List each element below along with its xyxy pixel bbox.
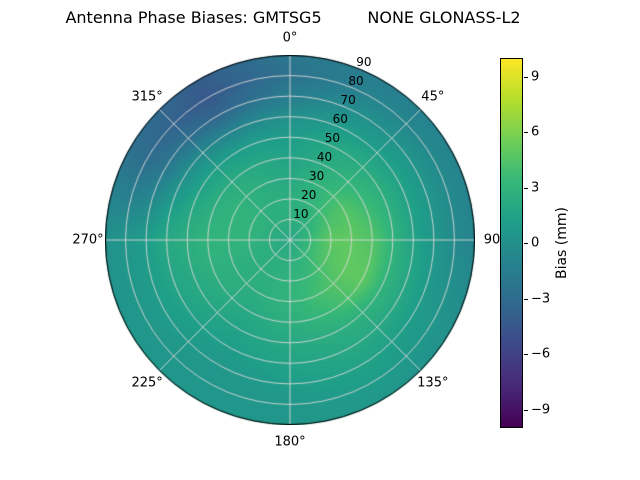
azimuth-tick-label: 45° <box>421 89 445 105</box>
radial-tick-label: 30 <box>309 168 325 183</box>
radial-tick-label: 80 <box>348 73 364 88</box>
figure-title: Antenna Phase Biases: GMTSG5 NONE GLONAS… <box>65 8 521 27</box>
colorbar <box>500 58 523 428</box>
colorbar-axis-label: Bias (mm) <box>554 206 570 280</box>
colorbar-tick-label: −3 <box>531 291 551 306</box>
azimuth-tick-label: 0° <box>282 30 298 46</box>
colorbar-tick-mark <box>524 132 528 133</box>
colorbar-tick-mark <box>524 187 528 189</box>
radial-tick-label: 10 <box>293 206 309 221</box>
radial-tick-label: 60 <box>332 111 348 126</box>
colorbar-tick-mark <box>524 76 528 78</box>
colorbar-tick-label: 0 <box>531 235 540 251</box>
azimuth-tick-label: 315° <box>131 89 163 105</box>
radial-tick-label: 90 <box>356 54 372 69</box>
colorbar-tick-label: −9 <box>531 402 551 417</box>
colorbar-tick-label: −6 <box>531 346 551 362</box>
azimuth-tick-label: 180° <box>274 434 306 450</box>
azimuth-tick-label: 90 <box>483 232 501 248</box>
colorbar-tick-mark <box>524 409 528 411</box>
radial-tick-label: 70 <box>340 92 356 107</box>
colorbar-tick-mark <box>524 354 528 355</box>
colorbar-tick-mark <box>524 298 528 300</box>
polar-plot: 0° 45° 90 135° 180° 225° 270° 315° 10 20 30 40 50 60 7… <box>72 31 500 450</box>
azimuth-tick-label: 270° <box>72 232 104 248</box>
colorbar-tick-mark <box>524 243 528 244</box>
radial-tick-label: 40 <box>316 149 333 164</box>
colorbar-tick-label: 3 <box>531 180 540 195</box>
radial-tick-label: 20 <box>301 187 317 202</box>
colorbar-tick-label: 9 <box>531 69 540 84</box>
colorbar-tick-label: 6 <box>531 124 540 140</box>
azimuth-tick-label: 225° <box>131 375 163 391</box>
azimuth-tick-label: 135° <box>417 375 449 391</box>
radial-tick-label: 50 <box>324 130 341 145</box>
colorbar-area: Bias (mm) 9 6 3 0 −3 −6 −9 <box>500 58 640 428</box>
polar-contour-canvas <box>105 55 475 425</box>
